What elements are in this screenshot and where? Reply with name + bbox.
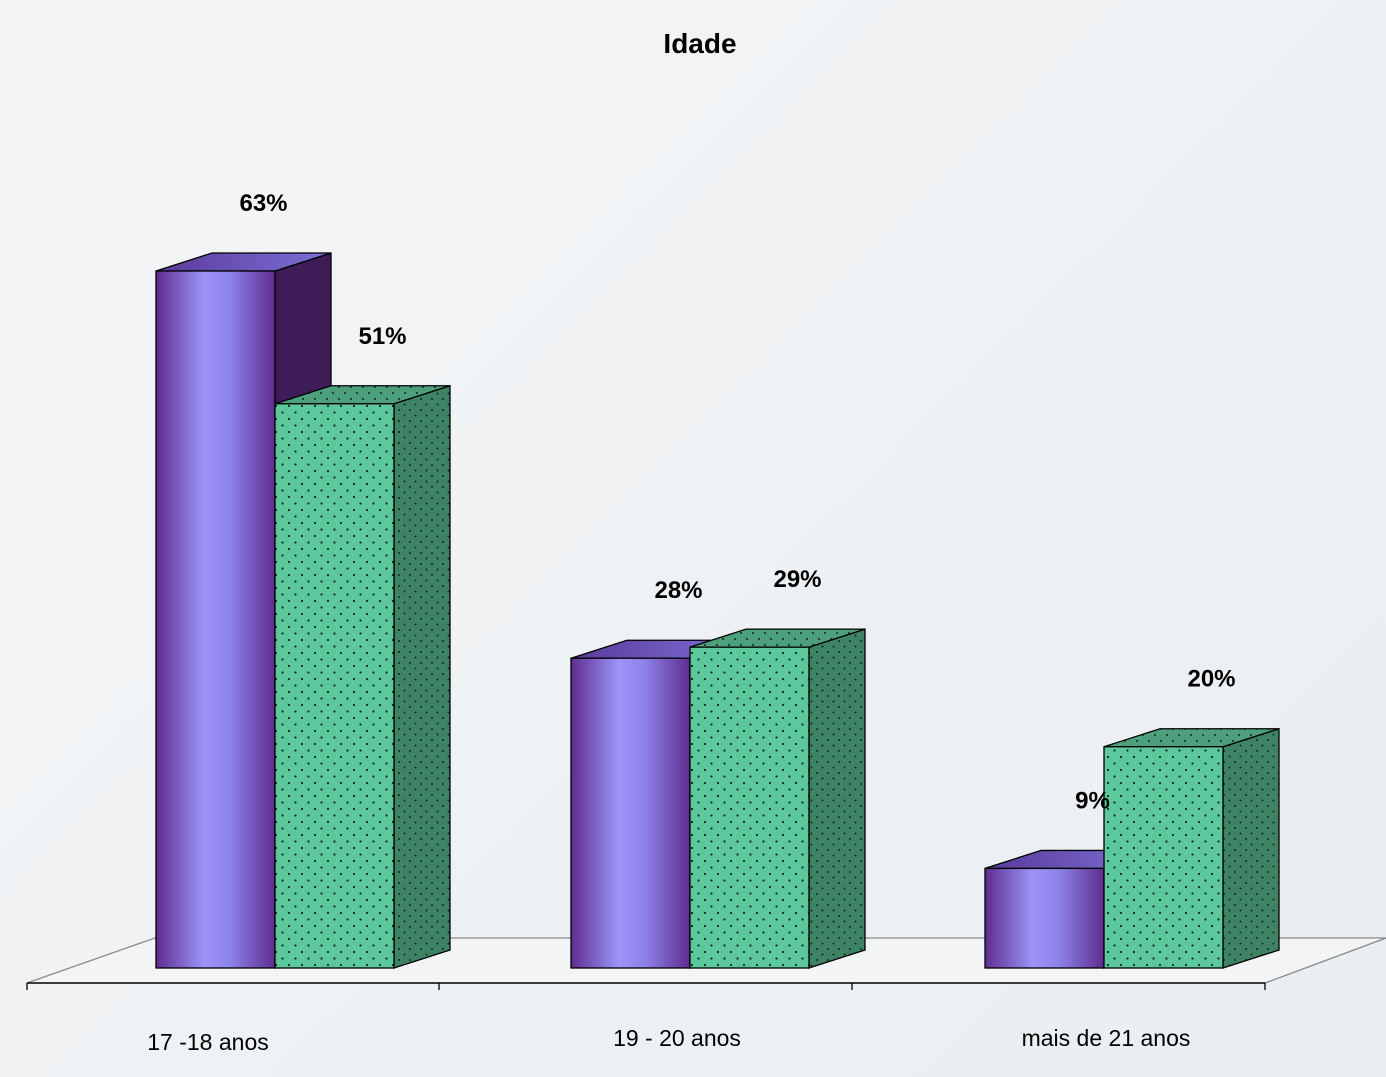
data-label: 29% bbox=[773, 566, 821, 593]
bar-series-2-cat-1 bbox=[275, 386, 450, 968]
bars-layer bbox=[156, 253, 1279, 968]
bar-side-face bbox=[1223, 729, 1279, 968]
bar bbox=[690, 647, 809, 968]
bar bbox=[275, 404, 394, 968]
chart-title: Idade bbox=[663, 28, 736, 59]
bar bbox=[571, 658, 690, 968]
category-label: 19 - 20 anos bbox=[613, 1025, 741, 1051]
bar bbox=[1104, 747, 1223, 968]
category-label: 17 -18 anos bbox=[147, 1029, 268, 1055]
bar-side-face bbox=[394, 386, 450, 968]
data-label: 9% bbox=[1075, 787, 1110, 814]
bar-series-2-cat-2 bbox=[690, 629, 865, 968]
category-labels-layer: 17 -18 anos 19 - 20 anos mais de 21 anos bbox=[147, 1025, 1190, 1055]
data-label: 20% bbox=[1187, 666, 1235, 693]
bar-series-2-cat-3 bbox=[1104, 729, 1279, 968]
bar bbox=[985, 868, 1104, 968]
data-label: 28% bbox=[654, 577, 702, 604]
data-label: 63% bbox=[239, 190, 287, 217]
data-label: 51% bbox=[358, 323, 406, 350]
bar-side-face bbox=[809, 629, 865, 968]
bar bbox=[156, 271, 275, 968]
category-label: mais de 21 anos bbox=[1022, 1025, 1191, 1051]
